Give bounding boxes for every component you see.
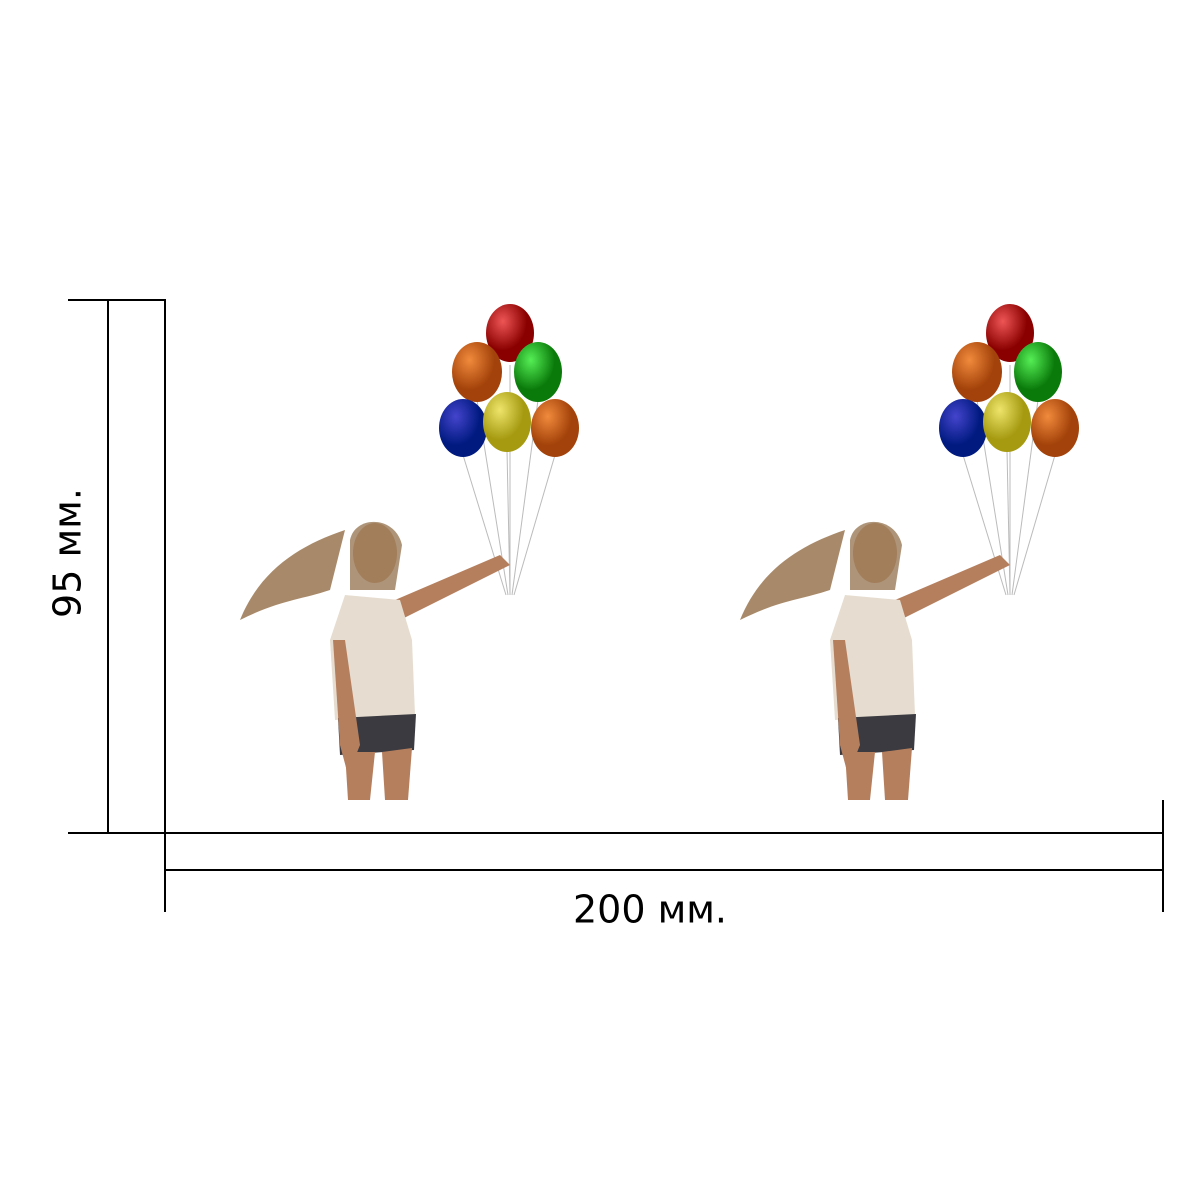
height-dimension bbox=[68, 299, 166, 834]
width-label: 200 мм. bbox=[573, 888, 727, 932]
product-image bbox=[239, 303, 580, 801]
height-label: 95 мм. bbox=[46, 488, 90, 618]
product-image bbox=[739, 303, 1080, 801]
width-dimension bbox=[164, 800, 1164, 912]
